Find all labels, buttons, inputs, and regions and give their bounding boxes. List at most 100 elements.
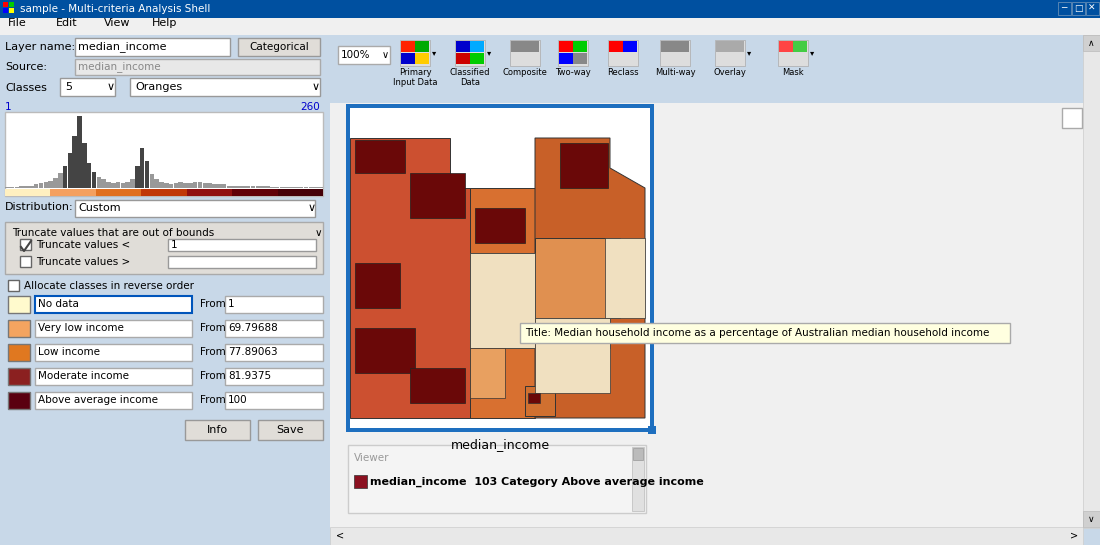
Bar [1084, 35, 1100, 51]
Text: From: From [200, 347, 225, 357]
Bar [58, 173, 63, 188]
Bar [279, 187, 284, 188]
Bar [39, 183, 43, 188]
Text: Overlay: Overlay [714, 68, 747, 77]
Bar [238, 38, 320, 56]
Bar [632, 447, 644, 511]
Text: Truncate values >: Truncate values > [36, 257, 130, 267]
Polygon shape [355, 328, 415, 373]
Text: 1: 1 [228, 299, 234, 309]
Bar [1084, 511, 1100, 527]
Bar [232, 189, 277, 196]
Bar [608, 40, 638, 66]
Text: ∨: ∨ [107, 82, 116, 92]
Text: Layer name:: Layer name: [6, 42, 75, 52]
Polygon shape [535, 138, 645, 418]
Bar [63, 166, 67, 188]
Bar [660, 40, 690, 66]
Text: ∨: ∨ [1088, 514, 1094, 524]
Text: From: From [200, 395, 225, 405]
Bar [559, 41, 573, 52]
Bar [314, 187, 318, 188]
Text: Mask: Mask [782, 68, 804, 77]
Bar [330, 35, 1085, 103]
Bar [130, 179, 135, 188]
Bar [255, 185, 260, 188]
Bar [8, 344, 30, 361]
Bar [528, 393, 540, 403]
Text: Two-way: Two-way [556, 68, 591, 77]
Bar [559, 53, 573, 64]
Text: sample - Multi-criteria Analysis Shell: sample - Multi-criteria Analysis Shell [20, 4, 210, 14]
Bar [192, 182, 197, 188]
Bar [3, 8, 8, 13]
Bar [299, 187, 304, 188]
Bar [1072, 2, 1085, 15]
Text: Save: Save [276, 425, 304, 435]
Polygon shape [475, 208, 525, 243]
Bar [14, 187, 19, 188]
Bar [318, 187, 322, 188]
Bar [8, 280, 19, 291]
Bar [48, 180, 53, 188]
Bar [87, 163, 91, 188]
Bar [277, 189, 323, 196]
Bar [187, 189, 232, 196]
Bar [34, 184, 39, 188]
Bar [185, 420, 250, 440]
Text: Custom: Custom [78, 203, 121, 213]
Polygon shape [410, 368, 465, 403]
Text: Reclass: Reclass [607, 68, 639, 77]
Bar [75, 200, 315, 217]
Bar [188, 183, 192, 188]
Text: File: File [8, 18, 26, 28]
Bar [258, 420, 323, 440]
Text: Classified
Data: Classified Data [450, 68, 491, 87]
Bar [60, 78, 116, 96]
Text: 1: 1 [170, 240, 177, 250]
Text: ▾: ▾ [810, 49, 814, 58]
Bar [275, 187, 279, 188]
Bar [415, 41, 429, 52]
Bar [330, 18, 1085, 528]
Bar [168, 239, 316, 251]
Bar [29, 185, 34, 188]
Bar [82, 143, 87, 188]
Bar [168, 256, 316, 268]
Bar [51, 189, 96, 196]
Text: ▾: ▾ [747, 49, 751, 58]
Bar [135, 166, 140, 188]
Bar [609, 41, 623, 52]
Text: Moderate income: Moderate income [39, 371, 129, 381]
Bar [174, 183, 178, 188]
Text: Edit: Edit [56, 18, 78, 28]
Bar [24, 185, 29, 188]
Bar [779, 41, 793, 52]
Bar [141, 189, 187, 196]
Bar [558, 40, 589, 66]
Text: No data: No data [39, 299, 79, 309]
Text: >: > [1070, 531, 1078, 541]
Text: ▾: ▾ [432, 49, 437, 58]
Text: 1: 1 [6, 102, 12, 112]
Bar [6, 187, 10, 188]
Bar [289, 187, 294, 188]
Bar [198, 182, 202, 188]
Bar [1062, 108, 1082, 128]
Bar [285, 187, 289, 188]
Bar [125, 182, 130, 188]
Bar [520, 323, 1010, 343]
Bar [226, 296, 323, 313]
Bar [35, 344, 192, 361]
Polygon shape [470, 188, 535, 418]
Bar [661, 41, 689, 52]
Bar [154, 179, 158, 188]
Text: Primary
Input Data: Primary Input Data [393, 68, 438, 87]
Bar [91, 172, 96, 188]
Bar [226, 392, 323, 409]
Bar [150, 174, 154, 188]
Bar [715, 40, 745, 66]
Bar [0, 0, 1100, 18]
Text: ∨: ∨ [312, 82, 320, 92]
Bar [212, 184, 217, 188]
